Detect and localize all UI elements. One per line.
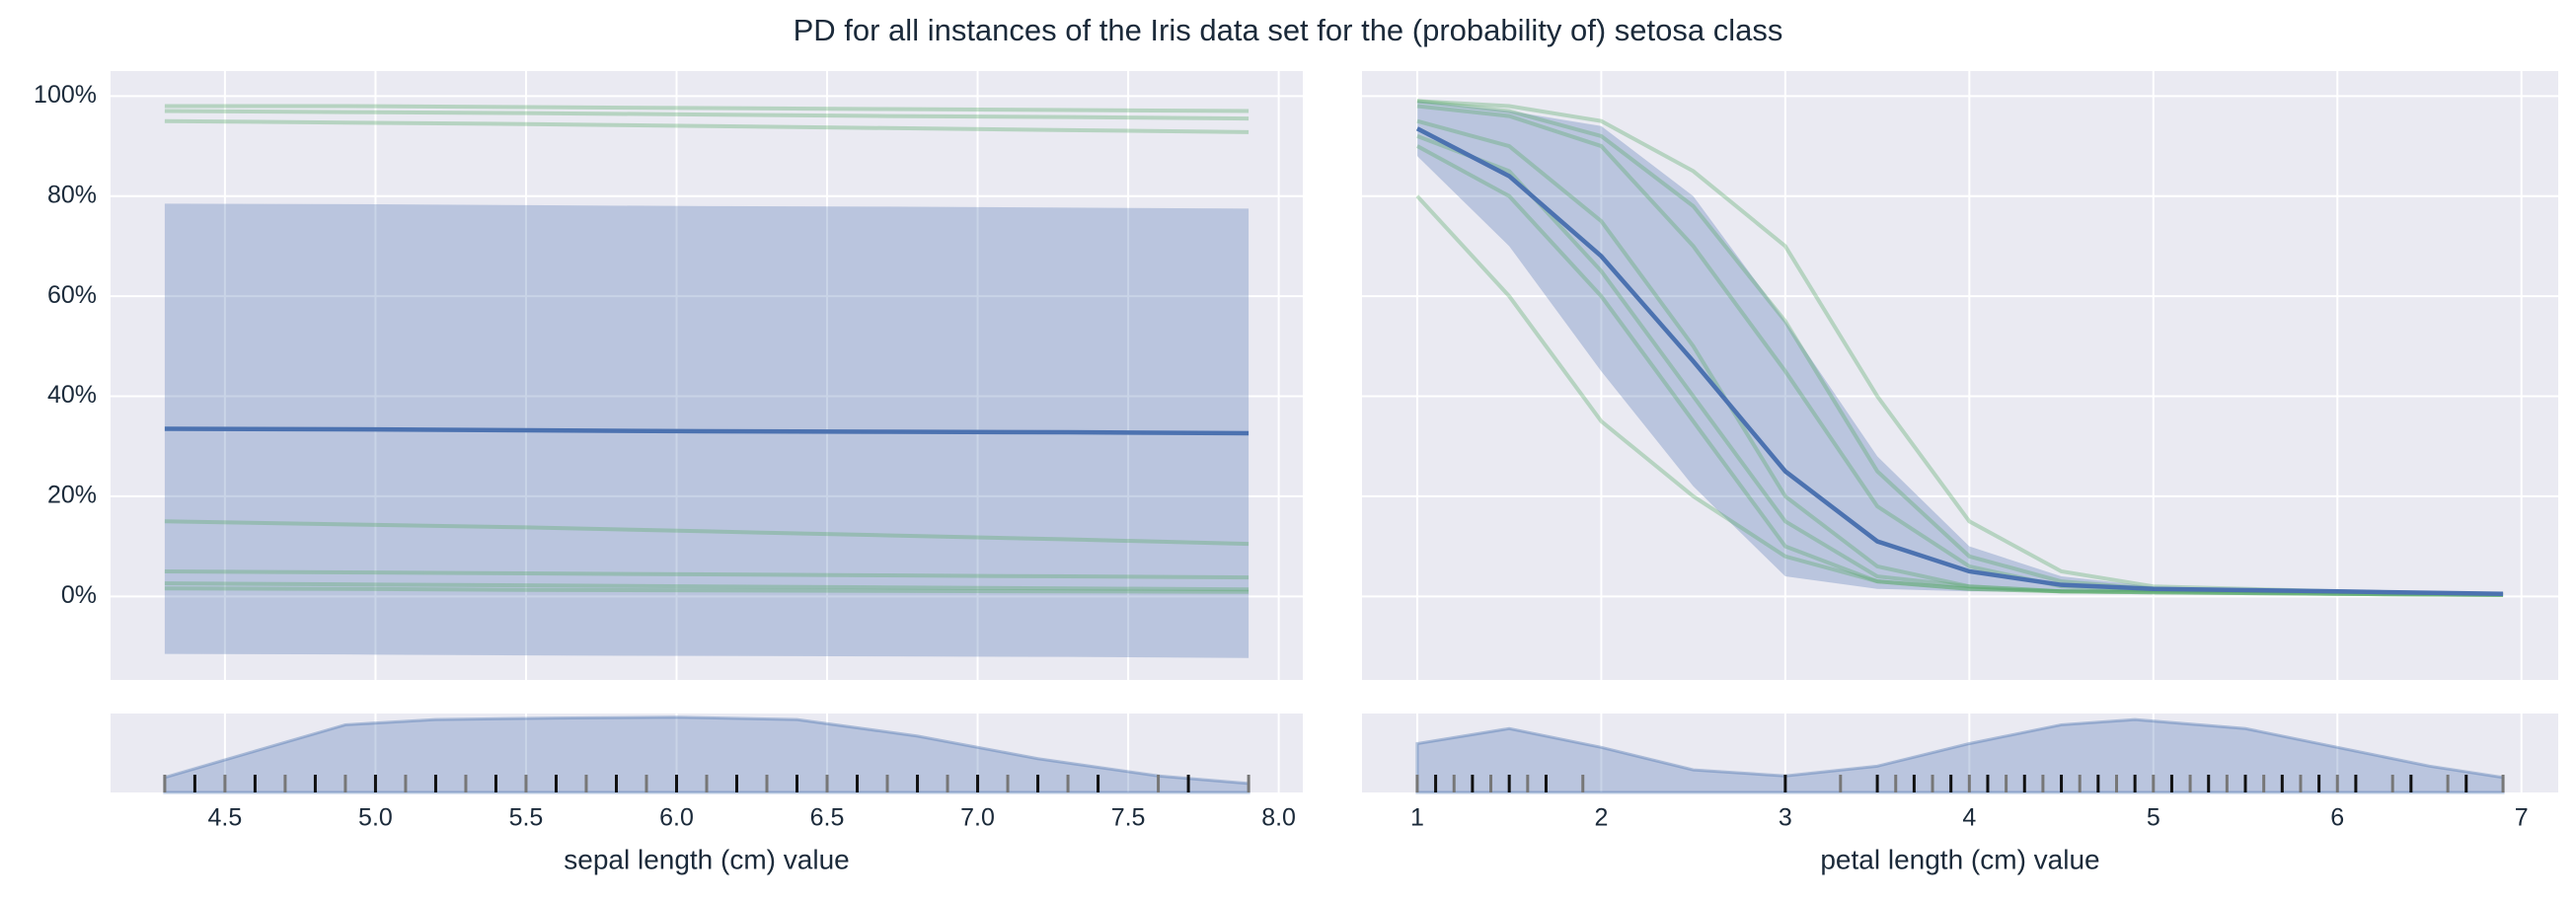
y-tick-label: 0% bbox=[61, 581, 97, 609]
y-tick-label: 80% bbox=[47, 181, 97, 208]
x-tick-label: 4.5 bbox=[208, 804, 243, 832]
ice-line bbox=[164, 586, 1250, 594]
x-tick-label: 5.5 bbox=[509, 804, 544, 832]
x-tick-label: 2 bbox=[1594, 804, 1608, 832]
x-tick-label: 5 bbox=[2147, 804, 2160, 832]
y-tick-label: 40% bbox=[47, 381, 97, 409]
confidence-band bbox=[1416, 101, 2504, 595]
plot-background bbox=[1362, 71, 2558, 680]
density-area bbox=[163, 715, 1250, 794]
x-tick-label: 6.0 bbox=[659, 804, 694, 832]
x-tick-label: 1 bbox=[1410, 804, 1424, 832]
ice-line bbox=[164, 519, 1250, 547]
ice-line bbox=[1415, 144, 2504, 597]
x-tick-label: 7 bbox=[2515, 804, 2529, 832]
ice-line bbox=[1415, 194, 2504, 597]
x-tick-label: 5.0 bbox=[358, 804, 393, 832]
ice-line bbox=[164, 118, 1250, 134]
ice-line bbox=[1416, 118, 2504, 597]
ice-line bbox=[164, 104, 1250, 113]
ice-line bbox=[1416, 134, 2504, 597]
y-tick-label: 20% bbox=[47, 482, 97, 509]
chart-title: PD for all instances of the Iris data se… bbox=[794, 13, 1783, 47]
ice-line bbox=[164, 109, 1250, 121]
y-tick-label: 100% bbox=[34, 81, 97, 109]
x-tick-label: 8.0 bbox=[1261, 804, 1296, 832]
density-background bbox=[1362, 714, 2558, 792]
x-tick-label: 6 bbox=[2330, 804, 2344, 832]
x-tick-label: 4 bbox=[1962, 804, 1976, 832]
mean-line bbox=[1415, 126, 2504, 597]
x-axis-label: sepal length (cm) value bbox=[564, 844, 849, 874]
ice-line bbox=[164, 568, 1250, 580]
x-tick-label: 7.0 bbox=[960, 804, 995, 832]
density-area bbox=[1415, 717, 2505, 794]
plot-background bbox=[111, 71, 1303, 680]
y-tick-label: 60% bbox=[47, 281, 97, 309]
x-tick-label: 3 bbox=[1779, 804, 1792, 832]
x-tick-label: 7.5 bbox=[1111, 804, 1146, 832]
x-tick-label: 6.5 bbox=[810, 804, 845, 832]
x-axis-label: petal length (cm) value bbox=[1820, 844, 2099, 874]
ice-line bbox=[164, 581, 1250, 592]
mean-line bbox=[164, 426, 1250, 436]
